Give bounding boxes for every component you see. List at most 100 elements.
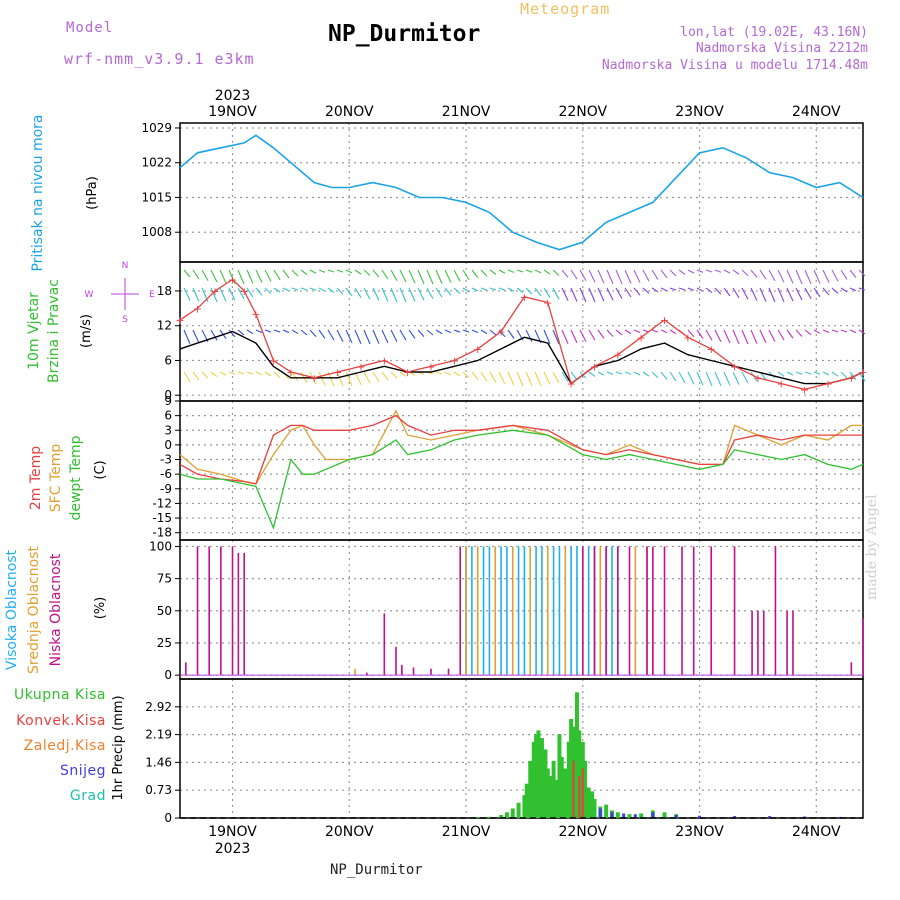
- wind-barb-arrow: [588, 287, 596, 303]
- wind-barb-arrow: [489, 329, 497, 336]
- wind-barb-arrow: [633, 329, 641, 334]
- wind-barb-arrow: [255, 287, 263, 296]
- convective-precip-bar: [581, 768, 584, 818]
- wind-barb-arrow: [678, 371, 686, 384]
- wind-barb-arrow: [219, 371, 227, 376]
- wind-barb-arrow: [210, 287, 218, 303]
- wind-barb-arrow: [480, 329, 488, 335]
- wind-barb-arrow: [651, 269, 659, 280]
- total-precip-bar: [528, 760, 533, 818]
- wind-barb-arrow: [831, 371, 839, 377]
- wind-barb-arrow: [363, 287, 371, 300]
- top-day-label: 21NOV: [442, 104, 491, 120]
- wind-barb-arrow: [786, 287, 794, 302]
- y-tick-label: 0: [164, 438, 172, 452]
- top-day-label: 19NOV: [208, 104, 257, 120]
- wind-barb-arrow: [831, 269, 839, 282]
- wind-barb-arrow: [732, 329, 740, 345]
- wind-barb-arrow: [246, 371, 254, 375]
- wind-barb-arrow: [291, 371, 299, 382]
- wind-barb-arrow: [570, 371, 578, 381]
- wind-barb-arrow: [804, 287, 812, 299]
- wind-barb-arrow: [201, 269, 209, 281]
- wind-barb-arrow: [354, 329, 362, 344]
- wind-barb-arrow: [255, 269, 263, 283]
- wind-barb-arrow: [336, 329, 344, 342]
- wind-barb-arrow: [822, 371, 830, 376]
- wind-barb-arrow: [624, 287, 632, 298]
- wind-barb-arrow: [318, 329, 326, 339]
- wind-barb-arrow: [849, 269, 857, 278]
- wind-barb-arrow: [426, 287, 434, 300]
- snow-bar: [674, 814, 678, 818]
- total-precip-bar: [534, 734, 539, 818]
- y-tick-label: 25: [157, 636, 172, 650]
- wind-barb-arrow: [219, 269, 227, 284]
- wind-barb-arrow: [435, 329, 443, 335]
- wind-barb-arrow: [696, 287, 704, 292]
- wind-barb-arrow: [192, 269, 200, 280]
- wind-barb-arrow: [651, 329, 659, 333]
- gust-marker: +: [426, 360, 435, 373]
- snow-bar: [622, 813, 626, 818]
- temp-2m-line: [179, 414, 863, 485]
- wind-barb-arrow: [579, 287, 587, 303]
- wind-barb-arrow: [480, 371, 488, 382]
- wind-barb-arrow: [327, 269, 335, 273]
- wind-barb-arrow: [642, 371, 650, 377]
- wind-barb-arrow: [291, 269, 299, 277]
- wind-barb-arrow: [291, 287, 299, 291]
- wind-barb-arrow: [750, 269, 758, 278]
- wind-barb-arrow: [723, 287, 731, 297]
- y-tick-label: -6: [160, 467, 172, 481]
- wind-barb-arrow: [732, 371, 740, 385]
- compass-north-label: N: [122, 261, 129, 271]
- wind-barb-arrow: [624, 269, 632, 284]
- gust-marker: +: [193, 302, 202, 315]
- wind-barb-arrow: [759, 269, 767, 280]
- wind-barb-arrow: [336, 269, 344, 273]
- precip-legend-entry: Konvek.Kisa: [16, 713, 106, 729]
- wind-barb-arrow: [660, 287, 668, 292]
- wind-barb-arrow: [444, 371, 452, 376]
- wind-axis-title-1: 10m Vjetar: [26, 292, 42, 370]
- gust-marker: +: [847, 372, 856, 385]
- temp-axis-title-dewpt: dewpt Temp: [68, 435, 84, 520]
- wind-barb-arrow: [381, 329, 389, 344]
- wind-barb-arrow: [858, 329, 866, 335]
- total-precip-bar: [590, 791, 595, 818]
- wind-barb-arrow: [615, 287, 623, 299]
- wind-barb-arrow: [795, 269, 803, 285]
- lonlat-label: lon,lat (19.02E, 43.16N): [680, 25, 868, 40]
- bottom-day-label: 19NOV: [208, 824, 257, 840]
- top-day-label: 20NOV: [325, 104, 374, 120]
- wind-barb-arrow: [597, 371, 605, 376]
- wind-barb-arrow: [426, 329, 434, 336]
- total-precip-bar: [569, 718, 574, 818]
- wind-barb-arrow: [849, 287, 857, 292]
- bottom-day-label: 22NOV: [558, 824, 607, 840]
- wind-barb-arrow: [471, 371, 479, 380]
- y-tick-label: -9: [160, 482, 172, 496]
- temp-axis-title-2m: 2m Temp: [28, 446, 44, 510]
- panel-frame: [179, 122, 864, 263]
- wind-barb-arrow: [795, 329, 803, 337]
- wind-barb-arrow: [300, 287, 308, 291]
- wind-barb-arrow: [606, 329, 614, 337]
- gust-marker: +: [613, 349, 622, 362]
- wind-barb-arrow: [615, 329, 623, 336]
- wind-barb-arrow: [858, 287, 866, 291]
- y-tick-label: -18: [152, 526, 172, 540]
- y-tick-label: 3: [164, 423, 172, 437]
- total-precip-bar: [504, 812, 509, 818]
- compass-south-label: S: [122, 315, 128, 325]
- wind-barb-arrow: [768, 269, 776, 282]
- temp-axis-unit: (C): [93, 460, 108, 479]
- wind-barb-arrow: [660, 329, 668, 334]
- wind-barb-arrow: [489, 287, 497, 291]
- top-day-label: 24NOV: [792, 104, 841, 120]
- wind-barb-arrow: [516, 287, 524, 293]
- wind-barb-arrow: [300, 329, 308, 336]
- wind-barb-arrow: [507, 329, 515, 339]
- wind-barb-arrow: [534, 269, 542, 274]
